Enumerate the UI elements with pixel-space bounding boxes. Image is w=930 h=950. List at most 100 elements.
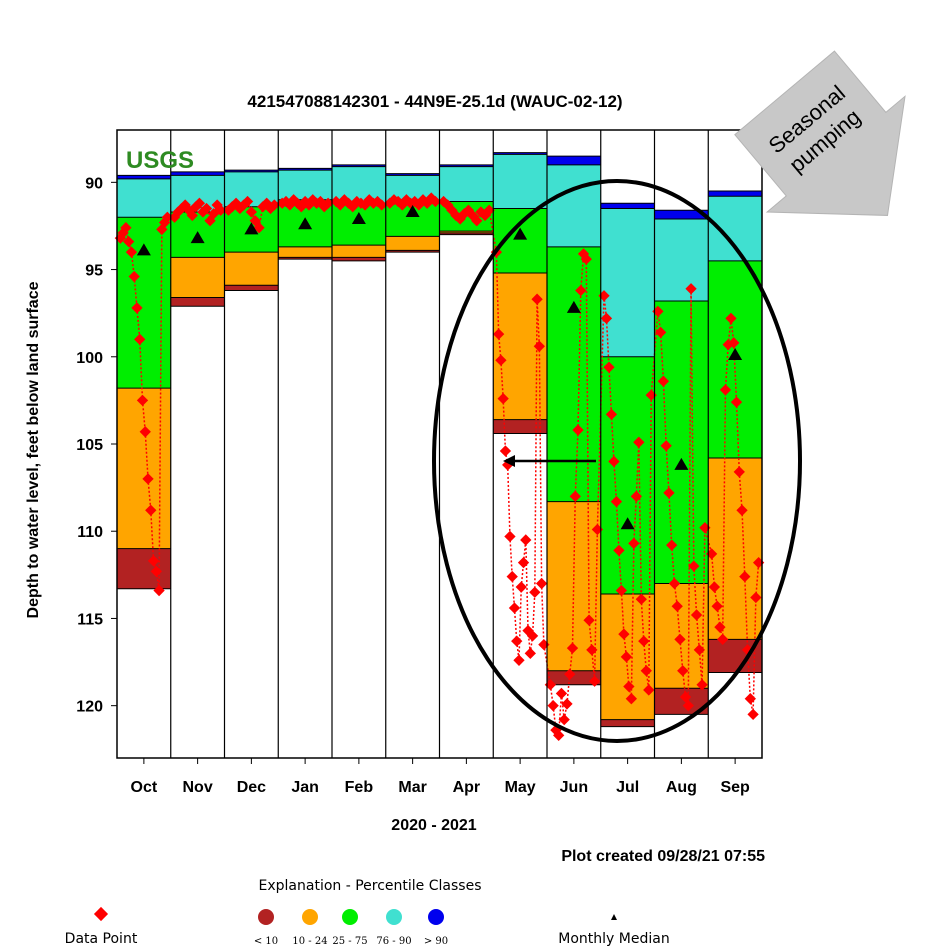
median-marker	[298, 217, 313, 230]
legend-class-dot	[386, 909, 402, 925]
data-point	[682, 700, 694, 712]
data-connector	[721, 389, 727, 640]
band-oct	[117, 388, 171, 549]
band-jul	[600, 203, 655, 209]
data-connector	[529, 635, 534, 654]
median-marker	[674, 457, 689, 470]
median-marker	[244, 222, 259, 235]
callout-arrow-shape	[734, 50, 906, 216]
data-point	[322, 197, 334, 209]
legend-title: Explanation - Percentile Classes	[259, 878, 482, 894]
data-connector	[676, 606, 681, 640]
data-point	[671, 600, 683, 612]
data-point	[429, 195, 442, 208]
band-jun	[547, 246, 601, 502]
data-point	[566, 642, 579, 654]
band-apr	[439, 164, 494, 167]
data-point	[145, 504, 157, 516]
data-connector	[538, 346, 543, 584]
data-point	[730, 396, 743, 408]
data-point	[630, 490, 642, 502]
data-point	[245, 206, 258, 218]
data-point	[739, 570, 751, 583]
median-marker	[190, 231, 205, 244]
x-tick-label: Aug	[666, 779, 697, 796]
data-connector	[710, 553, 716, 588]
x-axis-label: 2020 - 2021	[391, 817, 477, 834]
data-point	[685, 283, 697, 295]
legend-median-label: Monthly Median	[558, 931, 669, 947]
data-connector	[509, 536, 513, 577]
data-point	[561, 698, 573, 710]
data-connector	[687, 288, 692, 706]
data-connector	[615, 501, 620, 551]
median-marker	[566, 300, 581, 313]
legend-class-dot	[428, 909, 444, 925]
data-connector	[133, 276, 138, 308]
y-axis-label: Depth to water level, feet below land su…	[25, 281, 42, 618]
data-point	[147, 555, 160, 567]
band-feb	[332, 245, 386, 258]
median-marker	[620, 517, 635, 530]
data-point	[733, 466, 745, 478]
band-nov	[170, 257, 225, 298]
data-point	[586, 644, 598, 656]
data-point	[128, 270, 140, 283]
data-connector	[752, 597, 757, 715]
data-connector	[618, 550, 623, 591]
data-connector	[557, 693, 563, 736]
band-nov	[170, 171, 225, 176]
data-point	[564, 668, 576, 680]
data-point	[533, 340, 546, 352]
data-point	[535, 577, 548, 590]
data-connector	[502, 398, 507, 452]
band-oct	[117, 175, 171, 179]
band-mar	[385, 236, 440, 251]
data-connector	[659, 332, 665, 382]
data-point	[186, 209, 198, 222]
plot-created-label: Plot created 09/28/21 07:55	[561, 848, 765, 865]
legend-class-label: 76 - 90	[376, 936, 411, 947]
band-sep	[708, 457, 762, 640]
data-point	[750, 591, 762, 604]
band-mar	[385, 173, 440, 176]
x-tick-label: Apr	[453, 779, 481, 796]
percentile-bands	[117, 152, 762, 728]
band-aug	[654, 218, 709, 301]
data-point	[504, 530, 516, 543]
band-jun	[547, 164, 601, 247]
data-point	[643, 684, 655, 696]
band-dec	[224, 285, 279, 291]
data-connector	[147, 478, 152, 511]
legend-class-label: 25 - 75	[332, 936, 367, 947]
data-point	[136, 394, 149, 407]
data-point	[638, 635, 650, 647]
data-connector	[525, 539, 529, 631]
data-point	[531, 293, 543, 305]
data-point	[610, 495, 623, 508]
data-point	[600, 312, 613, 325]
legend-data-point-label: Data Point	[65, 931, 138, 947]
data-point	[200, 202, 213, 215]
data-point	[583, 614, 595, 626]
left-arrow-head	[503, 455, 515, 467]
x-tick-label: Mar	[398, 779, 426, 796]
band-oct	[117, 548, 171, 589]
data-point	[633, 436, 645, 448]
data-point	[728, 337, 740, 349]
y-tick-label: 105	[76, 437, 103, 454]
x-tick-label: May	[505, 779, 536, 796]
band-jun	[547, 670, 601, 685]
y-ticks: 90 95 100 105 110 115 120	[76, 175, 117, 716]
data-point	[495, 354, 507, 366]
annotations: Seasonal pumping	[432, 50, 906, 743]
band-jun	[547, 156, 601, 165]
data-point	[640, 665, 652, 677]
data-point	[572, 424, 584, 436]
data-point	[623, 680, 635, 693]
data-point	[508, 602, 521, 614]
y-tick-label: 110	[77, 524, 103, 541]
legend-data-point-icon	[93, 906, 109, 922]
data-point	[605, 408, 618, 421]
